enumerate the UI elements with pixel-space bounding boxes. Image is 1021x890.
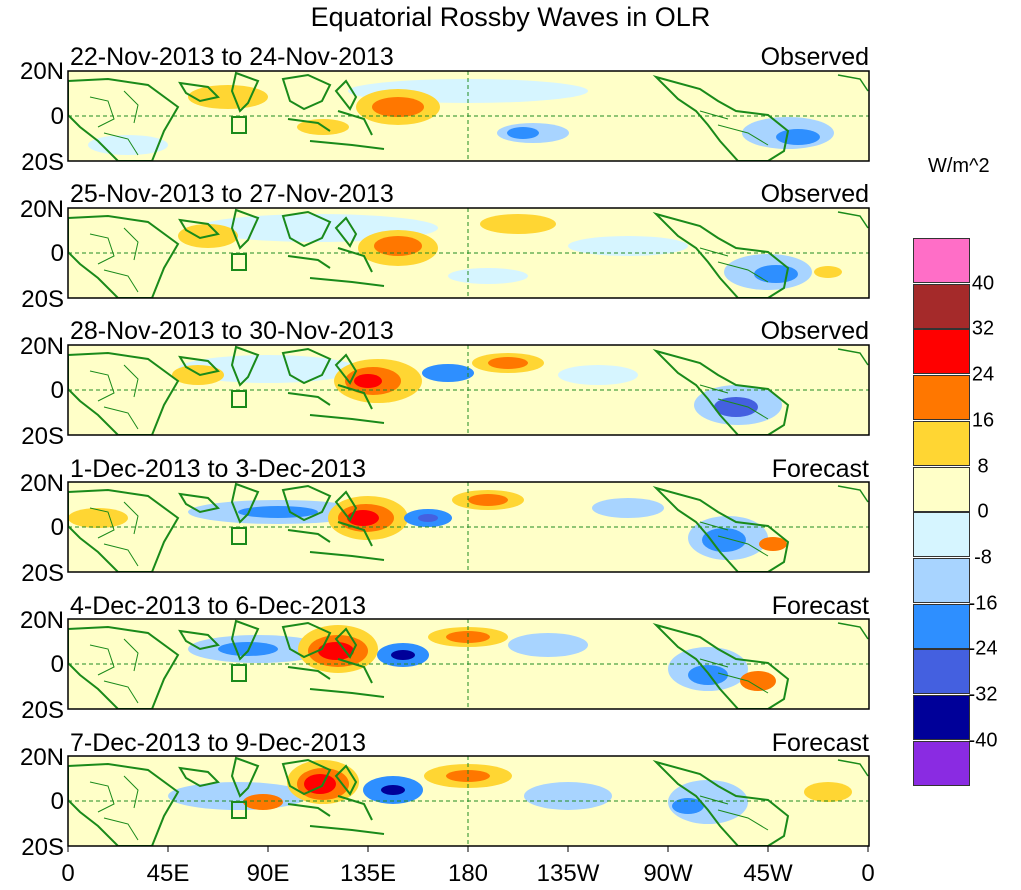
panel-2-kind: Observed [760, 180, 869, 208]
lon-label-135e: 135E [339, 860, 397, 887]
panel-2-date-range: 25-Nov-2013 to 27-Nov-2013 [70, 180, 394, 208]
colorbar-swatch [913, 603, 970, 649]
lon-label-0: 0 [61, 860, 75, 887]
panel-4-kind: Forecast [771, 455, 869, 483]
colorbar-label: -24 [968, 637, 998, 660]
panel-1-date-range: 22-Nov-2013 to 24-Nov-2013 [70, 43, 394, 71]
lat-label-20s: 20S [21, 423, 64, 450]
lat-label-20n: 20N [19, 607, 64, 634]
panel-5-kind: Forecast [771, 592, 869, 620]
colorbar-swatch [913, 283, 970, 329]
lat-label-20s: 20S [21, 560, 64, 587]
lat-label-20n: 20N [19, 196, 64, 223]
lat-label-eq: 0 [50, 103, 64, 130]
lat-label-20n: 20N [19, 470, 64, 497]
colorbar-label: 32 [971, 317, 995, 340]
lat-label-20n: 20N [19, 58, 64, 85]
colorbar-swatch [913, 695, 970, 740]
lat-label-20s: 20S [21, 697, 64, 724]
lat-label-eq: 0 [50, 788, 64, 815]
lat-label-20n: 20N [19, 333, 64, 360]
panel-6-kind: Forecast [771, 729, 869, 757]
lat-label-eq: 0 [50, 377, 64, 404]
lat-label-eq: 0 [50, 514, 64, 541]
colorbar-label: -8 [974, 546, 992, 569]
colorbar-swatch [913, 420, 970, 466]
panel-4-date-range: 1-Dec-2013 to 3-Dec-2013 [70, 455, 366, 483]
lon-label-90w: 90W [643, 860, 693, 887]
colorbar-swatch [913, 512, 970, 558]
colorbar-swatch [913, 466, 970, 512]
colorbar-swatch [913, 329, 970, 375]
panel-3-date-range: 28-Nov-2013 to 30-Nov-2013 [70, 317, 394, 345]
colorbar-label: 24 [971, 363, 995, 386]
colorbar-label: 40 [971, 272, 995, 295]
colorbar-label: 16 [971, 409, 995, 432]
lat-label-20s: 20S [21, 834, 64, 861]
colorbar-label: 0 [977, 500, 989, 523]
panel-3-kind: Observed [760, 317, 869, 345]
lat-label-20n: 20N [19, 744, 64, 771]
colorbar-swatch [913, 238, 970, 283]
lon-label-0-end: 0 [861, 860, 875, 887]
lon-label-45e: 45E [146, 860, 190, 887]
colorbar-units: W/m^2 [928, 155, 990, 177]
lat-label-eq: 0 [50, 651, 64, 678]
colorbar-swatch [913, 557, 970, 603]
lon-label-90e: 90E [246, 860, 290, 887]
colorbar-swatch [913, 375, 970, 421]
colorbar-label: -16 [968, 592, 998, 615]
colorbar-label: -32 [968, 683, 998, 706]
chart-title: Equatorial Rossby Waves in OLR [310, 2, 711, 32]
lat-label-20s: 20S [21, 149, 64, 176]
lat-label-eq: 0 [50, 240, 64, 267]
lon-label-135w: 135W [536, 860, 600, 887]
colorbar-swatch [913, 740, 970, 786]
colorbar-swatch [913, 649, 970, 695]
colorbar-label: 8 [977, 455, 989, 477]
lat-label-20s: 20S [21, 286, 64, 313]
lon-label-180: 180 [447, 860, 489, 887]
panel-1-kind: Observed [760, 43, 869, 71]
panel-5-date-range: 4-Dec-2013 to 6-Dec-2013 [70, 592, 366, 620]
panel-6-date-range: 7-Dec-2013 to 9-Dec-2013 [70, 729, 366, 757]
colorbar-label: -40 [968, 729, 998, 752]
lon-label-45w: 45W [743, 860, 793, 887]
